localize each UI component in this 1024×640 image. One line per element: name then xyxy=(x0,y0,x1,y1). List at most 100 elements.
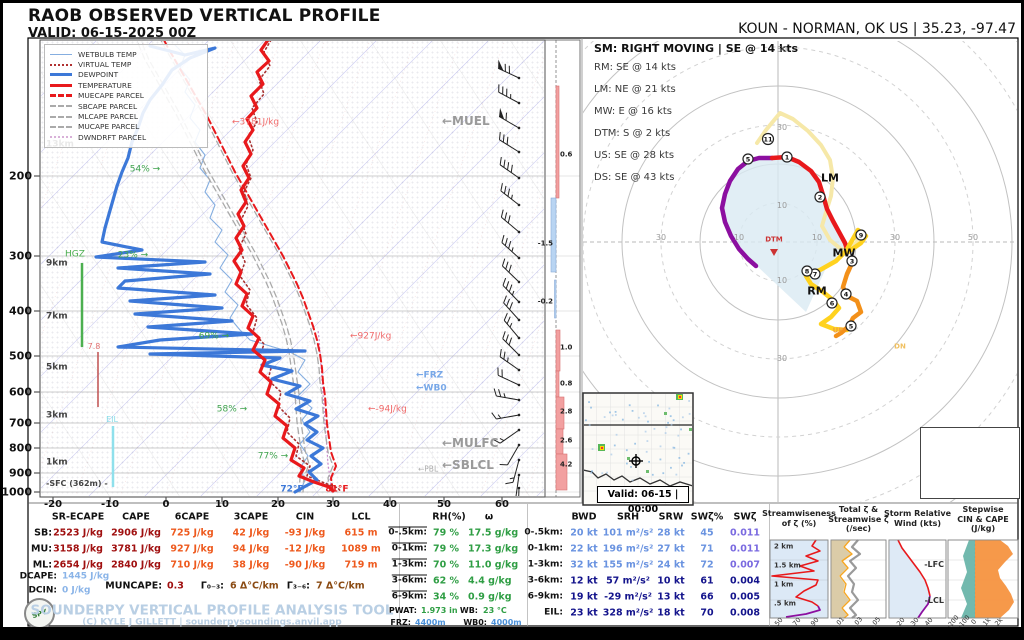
rh-row-label: 6-9km: xyxy=(391,591,427,602)
legend-swatch xyxy=(50,73,72,77)
sfc-label: -SFC (362m) - xyxy=(46,479,108,488)
temp-tick: 60 xyxy=(495,499,509,510)
wind-barb xyxy=(500,209,521,234)
wind-barb xyxy=(498,107,521,130)
hodo-ring-label: 30 xyxy=(776,123,788,132)
cape-value: 2654 J/kg xyxy=(53,559,103,571)
shear-value: 0.007 xyxy=(729,559,761,571)
rh-row-label: 0-.5km: xyxy=(388,527,427,538)
legend-item: DWNDRFT PARCEL xyxy=(50,132,202,142)
legend-label: DEWPOINT xyxy=(78,70,119,80)
mixing-ratio-value: 4.4 g/kg xyxy=(468,575,512,587)
omega-bar xyxy=(555,453,568,491)
pressure-tick: 600 xyxy=(9,385,32,399)
hodo-ring-label: 10 xyxy=(776,276,788,285)
storm-motion-line: MW: E @ 16 kts xyxy=(594,106,672,117)
svg-text:1: 1 xyxy=(785,153,790,161)
pressure-tick: 900 xyxy=(9,466,32,480)
shear-value: 0.011 xyxy=(729,543,761,555)
miniplot-level-label: -LCL xyxy=(924,596,944,605)
rh-value: 62 % xyxy=(432,575,460,587)
miniplot-title: (/sec) xyxy=(845,524,872,533)
wind-barb xyxy=(491,412,521,420)
miniplot-title: of ζ (%) xyxy=(781,518,817,528)
miniplot-xtick: 30 xyxy=(909,616,921,628)
mixing-ratio-value: 17.3 g/kg xyxy=(468,543,519,555)
cape-header: SR-ECAPE xyxy=(51,511,105,523)
cape-value: -93 J/kg xyxy=(284,527,326,539)
cape-row-label: ML: xyxy=(32,559,52,571)
pwat-label: PWAT: xyxy=(388,606,417,615)
mixing-ratio-value: 11.0 g/kg xyxy=(468,559,519,571)
temp-tick: 0 xyxy=(162,499,170,510)
cape-value: 2523 J/kg xyxy=(53,527,103,539)
wind-barb xyxy=(498,84,521,105)
rh-header: RH(%) xyxy=(432,511,466,523)
wind-barb xyxy=(501,258,521,284)
hodo-label-rm: RM xyxy=(807,284,827,298)
credit-line: (C) KYLE J GILLETT | sounderpysoundings.… xyxy=(82,617,342,628)
svg-text:8: 8 xyxy=(805,267,810,275)
legend-item: MUCAPE PARCEL xyxy=(50,122,202,132)
shear-value: 19 kt xyxy=(570,591,598,603)
temp-tick: 30 xyxy=(326,499,340,510)
wb0-value: 4000m xyxy=(491,618,522,627)
shear-header: SRH xyxy=(616,511,640,523)
shear-header: SWζ xyxy=(733,511,757,523)
shear-value: 196 m²/s² xyxy=(602,543,654,555)
trace-1-3km xyxy=(833,258,864,339)
rh-row-label: 1-3km: xyxy=(391,559,427,570)
legend-label: WETBULB TEMP xyxy=(78,49,137,59)
frz-label: FRZ: xyxy=(390,618,411,627)
shear-value: 101 m²/s² xyxy=(602,527,654,539)
shear-value: 22 kt xyxy=(570,543,598,555)
wind-barb xyxy=(502,331,521,357)
miniplot-1 xyxy=(830,539,887,619)
storm-motion-line: LM: NE @ 21 kts xyxy=(594,84,676,95)
legend-label: VIRTUAL TEMP xyxy=(78,60,132,70)
wind-barb xyxy=(503,295,521,322)
wind-barb xyxy=(497,367,521,387)
shear-value: 71 xyxy=(700,543,714,555)
omega-header: ω xyxy=(484,511,494,523)
wind-barb xyxy=(503,313,521,340)
legend-swatch xyxy=(50,105,72,108)
cape-value: 1089 m xyxy=(341,543,381,555)
cape-row-label: MU: xyxy=(31,543,52,555)
temp-tick: 50 xyxy=(437,499,451,510)
svg-text:7: 7 xyxy=(813,270,818,278)
pressure-tick: 300 xyxy=(9,249,32,263)
skewt-annotation: 58% → xyxy=(216,404,248,415)
hodo-ring-label: 30 xyxy=(655,233,667,242)
height-marker: 4 xyxy=(840,288,852,300)
pressure-tick: 800 xyxy=(9,441,32,455)
cape-value: -90 J/kg xyxy=(284,559,326,571)
omega-frame xyxy=(544,39,581,498)
rh-value: 79 % xyxy=(432,543,460,555)
shear-value: 0.004 xyxy=(729,575,761,587)
legend-item: SBCAPE PARCEL xyxy=(50,101,202,111)
svg-text:11: 11 xyxy=(763,135,773,143)
temp-tick: 40 xyxy=(383,499,397,510)
hodo-ring-label: 10 xyxy=(811,233,823,242)
temperature-line xyxy=(232,41,335,493)
miniplot-2 xyxy=(888,539,947,619)
shear-row-label: 1-3km: xyxy=(527,559,563,570)
virtual-temp-line xyxy=(238,41,342,493)
legend-item: WETBULB TEMP xyxy=(50,49,202,59)
frz-value: 4400m xyxy=(415,618,446,627)
shear-value: 20 kt xyxy=(570,527,598,539)
height-marker: 11 xyxy=(761,132,775,146)
pressure-tick: 700 xyxy=(9,416,32,430)
storm-motion-line: US: SE @ 28 kts xyxy=(594,150,675,161)
wb0-label: WB0: xyxy=(463,618,487,627)
miniplot-ylabel: 1 km xyxy=(774,580,794,589)
shear-header: BWD xyxy=(571,511,597,523)
miniplot-xtick: 2k xyxy=(993,616,1005,628)
height-marker: 5 xyxy=(742,153,754,165)
cape-value: 2840 J/kg xyxy=(111,559,161,571)
shear-value: 13 kt xyxy=(657,591,685,603)
miniplot-title: Wind (kts) xyxy=(894,518,941,528)
pressure-tick: 500 xyxy=(9,349,32,363)
